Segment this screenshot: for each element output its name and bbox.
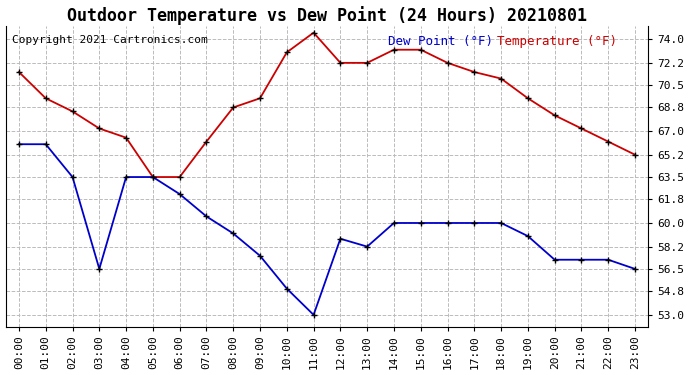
Text: Temperature (°F): Temperature (°F) — [497, 35, 618, 48]
Text: Copyright 2021 Cartronics.com: Copyright 2021 Cartronics.com — [12, 35, 208, 45]
Text: Dew Point (°F): Dew Point (°F) — [388, 35, 500, 48]
Title: Outdoor Temperature vs Dew Point (24 Hours) 20210801: Outdoor Temperature vs Dew Point (24 Hou… — [67, 6, 587, 24]
